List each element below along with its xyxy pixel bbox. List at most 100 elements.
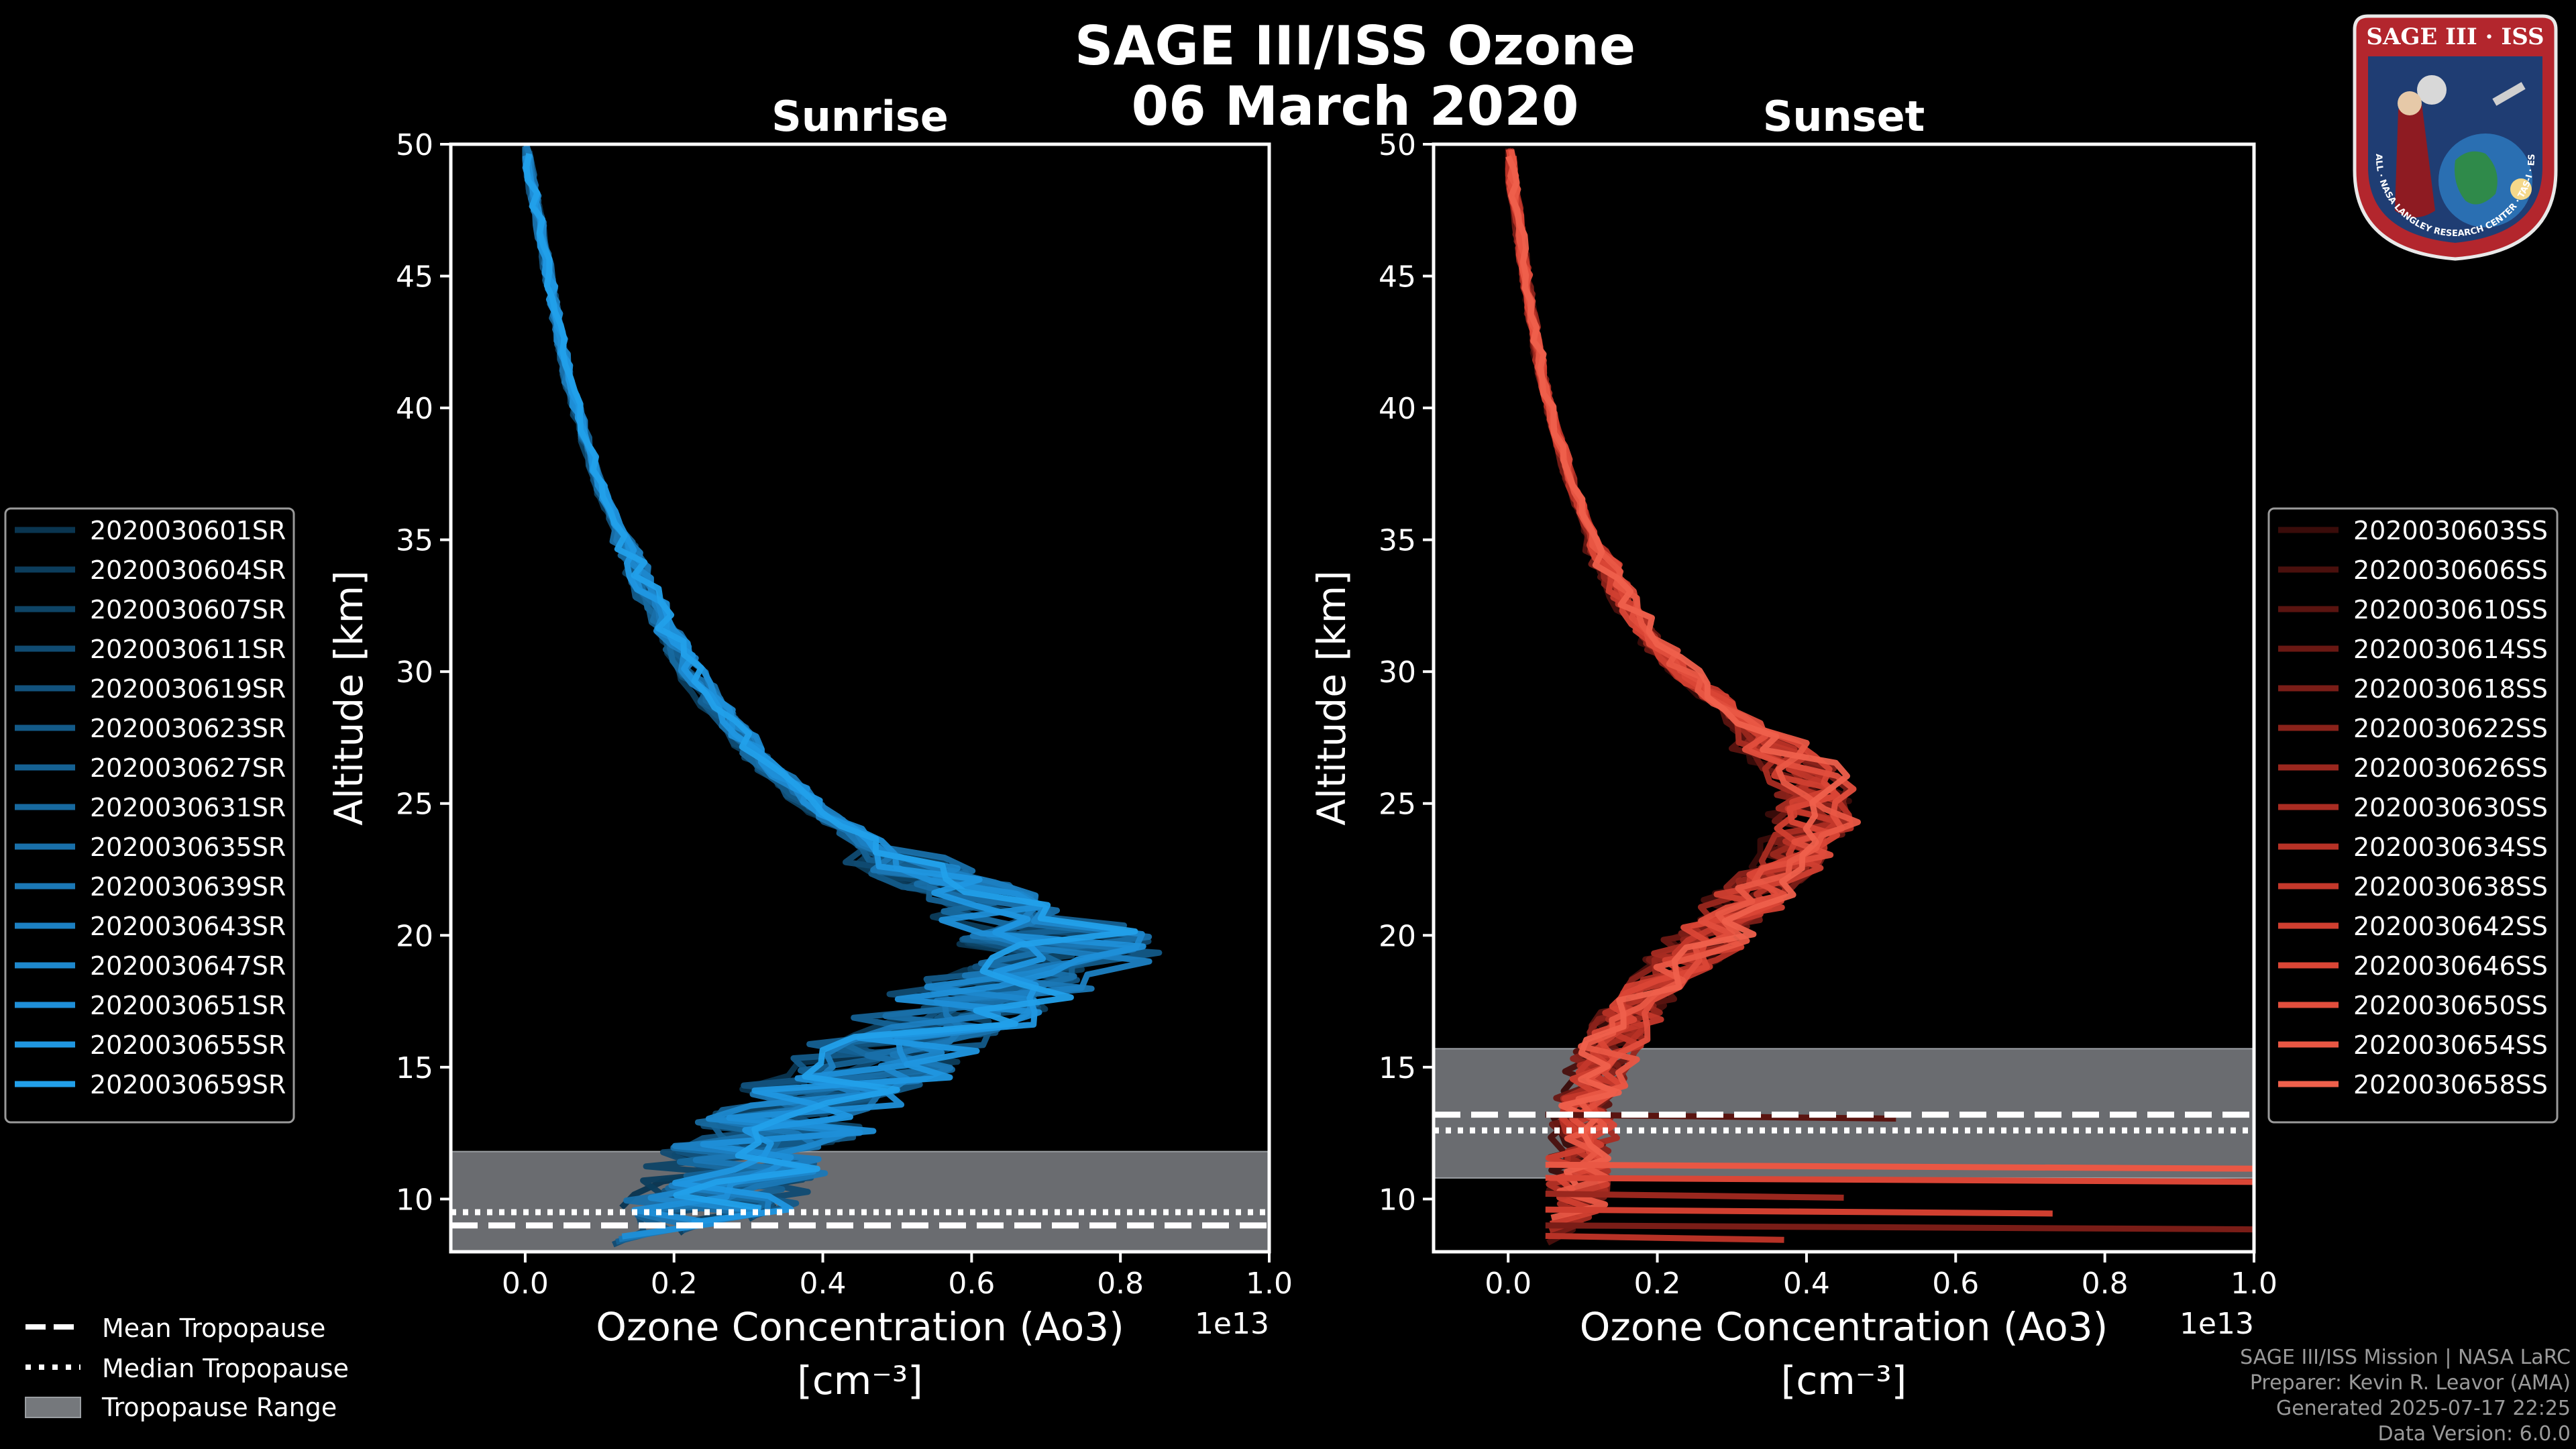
legend-tropopause: Mean Tropopause Median Tropopause Tropopau…	[25, 1313, 349, 1422]
y-tick-label: 30	[1379, 655, 1416, 690]
legend-entry-2020030611SR: 2020030611SR	[90, 635, 286, 664]
x-tick-label: 0.4	[800, 1267, 847, 1301]
y-axis-label: Altitude [km]	[1309, 570, 1354, 825]
y-tick-label: 40	[396, 392, 433, 426]
x-tick-label: 0.2	[651, 1267, 698, 1301]
legend-entry-2020030622SS: 2020030622SS	[2353, 714, 2548, 743]
credits-generated: Generated 2025-07-17 22:25	[2275, 1397, 2571, 1420]
x-axis-unit: [cm⁻³]	[797, 1358, 923, 1403]
y-tick-label: 10	[396, 1183, 433, 1217]
logo-continent	[2455, 151, 2498, 205]
logo-figure-head	[2398, 91, 2422, 115]
legend-entry-2020030610SS: 2020030610SS	[2353, 595, 2548, 625]
x-tick-label: 0.6	[948, 1267, 995, 1301]
legend-entry-2020030623SR: 2020030623SR	[90, 714, 286, 743]
x-axis-unit: [cm⁻³]	[1781, 1358, 1907, 1403]
legend-entry-2020030639SR: 2020030639SR	[90, 872, 286, 902]
profile-excursion-5	[1545, 1191, 1844, 1201]
logo-title: SAGE III · ISS	[2366, 23, 2544, 50]
legend-entry-2020030642SS: 2020030642SS	[2353, 912, 2548, 941]
panel-title: Sunrise	[771, 92, 949, 141]
profile-excursion-0	[1545, 1175, 2254, 1185]
y-tick-label: 50	[1379, 128, 1416, 162]
legend-entry-2020030627SR: 2020030627SR	[90, 753, 286, 783]
legend-entry-2020030601SR: 2020030601SR	[90, 516, 286, 545]
legend-entry-2020030659SR: 2020030659SR	[90, 1070, 286, 1099]
plot-area-sunrise	[451, 144, 1269, 1252]
y-tick-label: 25	[1379, 788, 1416, 822]
y-axis-label: Altitude [km]	[326, 570, 372, 825]
y-tick-label: 15	[1379, 1051, 1416, 1085]
legend-range-label: Tropopause Range	[101, 1393, 337, 1422]
x-tick-label: 1.0	[2231, 1267, 2277, 1301]
legend-entry-2020030630SS: 2020030630SS	[2353, 793, 2548, 822]
logo-station	[2492, 82, 2526, 106]
y-tick-label: 50	[396, 128, 433, 162]
profile-line-2020030659SR	[523, 153, 1138, 1212]
profile-excursion-2	[1545, 1206, 2053, 1217]
figure-title-line1: SAGE III/ISS Ozone	[1074, 15, 1636, 77]
legend-entry-2020030650SS: 2020030650SS	[2353, 991, 2548, 1020]
legend-range-swatch	[25, 1397, 81, 1418]
legend-box	[4, 507, 295, 1124]
x-tick-label: 0.0	[1485, 1267, 1532, 1301]
legend-entry-2020030626SS: 2020030626SS	[2353, 753, 2548, 783]
profile-excursion-1	[1545, 1161, 2254, 1172]
x-axis-label: Ozone Concentration (Ao3)	[1580, 1304, 2108, 1350]
x-tick-label: 0.4	[1783, 1267, 1830, 1301]
x-tick-label: 0.8	[2082, 1267, 2129, 1301]
y-tick-label: 10	[1379, 1183, 1416, 1217]
x-tick-label: 1.0	[1246, 1267, 1293, 1301]
legend-sunrise: 2020030601SR 2020030604SR 2020030607SR 2020…	[4, 507, 295, 1124]
profile-line-2020030601SR	[524, 152, 1085, 1210]
credits-version: Data Version: 6.0.0	[2377, 1422, 2571, 1446]
profile-excursion-3	[1545, 1222, 2254, 1233]
logo-figure	[2395, 98, 2435, 217]
axes-frame	[449, 142, 1271, 1254]
legend-entry-2020030634SS: 2020030634SS	[2353, 833, 2548, 862]
legend-entry-2020030604SR: 2020030604SR	[90, 555, 286, 585]
y-tick-label: 20	[1379, 919, 1416, 953]
y-tick-label: 35	[396, 524, 433, 558]
plot-sunrise: 0.0 0.2 0.4 0.6 0.8 1.0 10 15 20 25 30 35 40 45 50 1e13…	[326, 92, 1293, 1403]
profile-line-2020030655SR	[522, 153, 1046, 1226]
x-tick-label: 0.2	[1634, 1267, 1681, 1301]
legend-entry-2020030655SR: 2020030655SR	[90, 1030, 286, 1060]
legend-entry-2020030607SR: 2020030607SR	[90, 595, 286, 625]
logo-moon	[2417, 75, 2447, 105]
credits-block: SAGE III/ISS Mission | NASA LaRC Prepare…	[2240, 1345, 2571, 1447]
mission-logo: SAGE III · ISS BALL · NASA LANGLEY RESEA…	[2341, 9, 2558, 261]
legend-entry-2020030603SS: 2020030603SS	[2353, 516, 2548, 545]
plot-sunset: 0.0 0.2 0.4 0.6 0.8 1.0 10 15 20 25 30 35 40 45 50 1e13…	[1309, 92, 2277, 1403]
legend-sunset: 2020030603SS 2020030606SS 2020030610SS 2020…	[2267, 507, 2559, 1124]
y-tick-label: 20	[396, 919, 433, 953]
panel-title: Sunset	[1763, 92, 1925, 141]
y-tick-label: 45	[1379, 260, 1416, 294]
legend-entry-2020030658SS: 2020030658SS	[2353, 1070, 2548, 1099]
x-offset-label: 1e13	[1195, 1307, 1269, 1341]
x-axis-label: Ozone Concentration (Ao3)	[596, 1304, 1124, 1350]
legend-entry-2020030619SR: 2020030619SR	[90, 674, 286, 704]
x-tick-label: 0.6	[1932, 1267, 1979, 1301]
legend-entry-2020030606SS: 2020030606SS	[2353, 555, 2548, 585]
legend-entry-2020030614SS: 2020030614SS	[2353, 635, 2548, 664]
legend-entry-2020030638SS: 2020030638SS	[2353, 872, 2548, 902]
x-offset-label: 1e13	[2180, 1307, 2254, 1341]
profile-excursion-4	[1545, 1232, 1784, 1243]
credits-preparer: Preparer: Kevin R. Leavor (AMA)	[2249, 1371, 2571, 1395]
tropopause-range-band	[451, 1150, 1269, 1252]
legend-median-label: Median Tropopause	[102, 1354, 349, 1383]
legend-entry-2020030654SS: 2020030654SS	[2353, 1030, 2548, 1060]
legend-entry-2020030651SR: 2020030651SR	[90, 991, 286, 1020]
legend-box	[2267, 507, 2559, 1124]
axes-frame	[1432, 142, 2256, 1254]
x-tick-label: 0.8	[1097, 1267, 1144, 1301]
legend-entry-2020030631SR: 2020030631SR	[90, 793, 286, 822]
legend-entry-2020030635SR: 2020030635SR	[90, 833, 286, 862]
legend-mean-label: Mean Tropopause	[102, 1313, 325, 1343]
y-tick-label: 25	[396, 788, 433, 822]
profile-line-2020030658SS	[1505, 155, 1850, 1187]
y-tick-label: 35	[1379, 524, 1416, 558]
